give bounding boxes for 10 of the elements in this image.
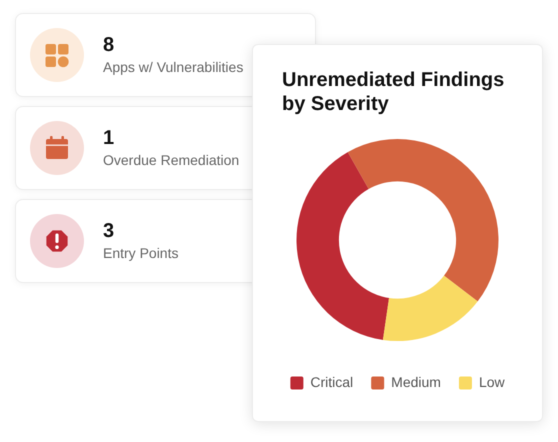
chart-title: Unremediated Findings by Severity: [282, 68, 506, 116]
text: 8: [103, 33, 114, 57]
text: 1: [103, 126, 114, 150]
legend-label: Critical: [310, 374, 354, 390]
text: Entry Points: [103, 245, 178, 262]
text: Overdue Remediation: [103, 152, 240, 169]
text: Apps w/ Vulnerabilities: [103, 59, 244, 76]
legend-label: Medium: [391, 374, 441, 390]
text: 3: [103, 219, 114, 243]
legend-label: Low: [478, 374, 506, 390]
